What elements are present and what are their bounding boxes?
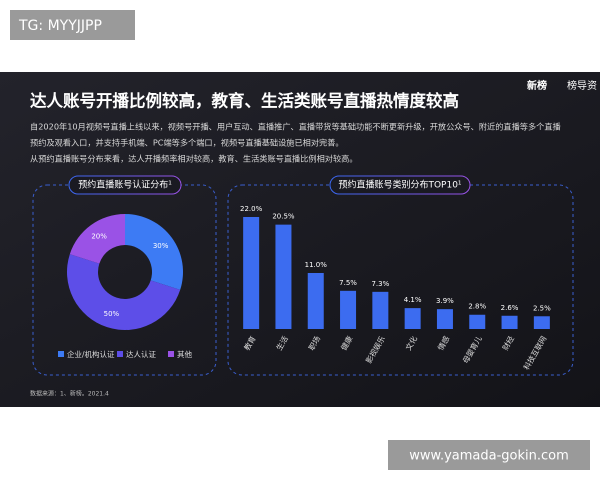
paragraph: 预约及观看入口，并支持手机端、PC端等多个端口，视频号直播基础设施已相对完善。 bbox=[30, 138, 344, 148]
value-label: 2.5% bbox=[533, 304, 551, 312]
source: 数据来源：1、新榜。2021.4 bbox=[30, 390, 109, 398]
chart-title: 预约直播账号类别分布TOP10¹ bbox=[338, 179, 461, 191]
bar bbox=[275, 224, 292, 329]
pie-slice bbox=[69, 214, 125, 264]
paragraph: 从预约直播账号分布来看，达人开播频率相对较高，教育、生活类账号直播比例相对较高。 bbox=[30, 154, 358, 164]
value-label: 11.0% bbox=[305, 261, 328, 269]
panel bbox=[32, 184, 217, 376]
tag-box bbox=[10, 10, 135, 40]
bar bbox=[243, 217, 260, 329]
panel-header bbox=[68, 175, 182, 195]
bar bbox=[372, 291, 389, 329]
bar bbox=[307, 273, 324, 329]
bar bbox=[436, 309, 453, 329]
chart-title: 预约直播账号认证分布¹ bbox=[78, 179, 172, 191]
value-label: 20.5% bbox=[272, 213, 295, 221]
value-label: 7.3% bbox=[371, 280, 389, 288]
value-label: 3.9% bbox=[436, 297, 454, 305]
bar bbox=[469, 314, 486, 329]
legend-swatch bbox=[58, 351, 64, 357]
value-label: 22.0% bbox=[240, 205, 263, 213]
bar bbox=[404, 308, 421, 329]
tag: TG: MYYJJPP bbox=[18, 18, 102, 34]
watermark-box bbox=[388, 440, 590, 470]
value-label: 4.1% bbox=[404, 296, 422, 304]
legend-label: 达人认证 bbox=[126, 349, 156, 359]
bar bbox=[340, 290, 357, 329]
value-label: 30% bbox=[153, 242, 169, 250]
legend-swatch bbox=[168, 351, 174, 357]
logo: 新榜 bbox=[527, 79, 547, 92]
value-label: 50% bbox=[104, 310, 120, 318]
watermark: www.yamada-gokin.com bbox=[409, 449, 569, 464]
paragraph: 自2020年10月视频号直播上线以来，视频号开播、用户互动、直播推广、直播带货等… bbox=[30, 122, 561, 132]
logo: 榜导资 bbox=[567, 79, 597, 92]
value-label: 2.8% bbox=[468, 303, 486, 311]
value-label: 2.6% bbox=[501, 304, 519, 312]
value-label: 7.5% bbox=[339, 279, 357, 287]
panel-header bbox=[329, 175, 471, 195]
value-label: 20% bbox=[91, 232, 107, 240]
bar bbox=[533, 316, 550, 329]
pie-slice bbox=[125, 214, 183, 290]
slide-title: 达人账号开播比例较高，教育、生活类账号直播热情度较高 bbox=[30, 91, 459, 111]
legend-label: 其他 bbox=[177, 349, 192, 359]
legend-swatch bbox=[117, 351, 123, 357]
legend-label: 企业/机构认证 bbox=[67, 349, 115, 359]
bar bbox=[501, 315, 518, 329]
pie-slice bbox=[66, 254, 181, 330]
